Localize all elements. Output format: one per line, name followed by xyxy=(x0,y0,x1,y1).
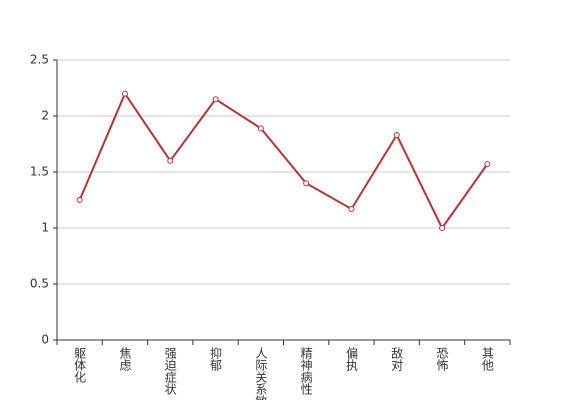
x-tick-label: 偏执 xyxy=(344,346,358,372)
y-tick-label: 2.5 xyxy=(30,53,49,67)
x-tick-label: 强迫症状 xyxy=(163,347,177,395)
x-tick-label: 精神病性 xyxy=(299,347,313,396)
point xyxy=(439,225,446,231)
y-tick-label: 0.5 xyxy=(30,277,49,291)
point xyxy=(303,180,310,187)
x-tick-label: 焦虑 xyxy=(118,347,132,371)
point xyxy=(76,197,83,203)
x-tick-label: 恐怖 xyxy=(435,347,449,371)
point xyxy=(257,125,264,132)
point xyxy=(393,132,400,139)
x-tick-label: 人际关系敏感 xyxy=(254,347,268,400)
point xyxy=(484,161,491,168)
point xyxy=(212,96,219,103)
x-tick-label: 敌对 xyxy=(390,346,404,371)
point xyxy=(167,157,174,164)
x-tick-label: 其他 xyxy=(480,347,494,371)
point xyxy=(121,90,128,97)
series-line xyxy=(78,91,489,230)
point xyxy=(348,205,355,212)
y-tick-label: 1 xyxy=(41,221,49,235)
x-tick-label: 抑郁 xyxy=(209,346,223,372)
x-tick-label: 躯体化 xyxy=(73,346,87,384)
y-tick-label: 0 xyxy=(41,333,49,347)
y-tick-label: 1.5 xyxy=(30,165,49,179)
y-tick-label: 2 xyxy=(41,109,49,123)
